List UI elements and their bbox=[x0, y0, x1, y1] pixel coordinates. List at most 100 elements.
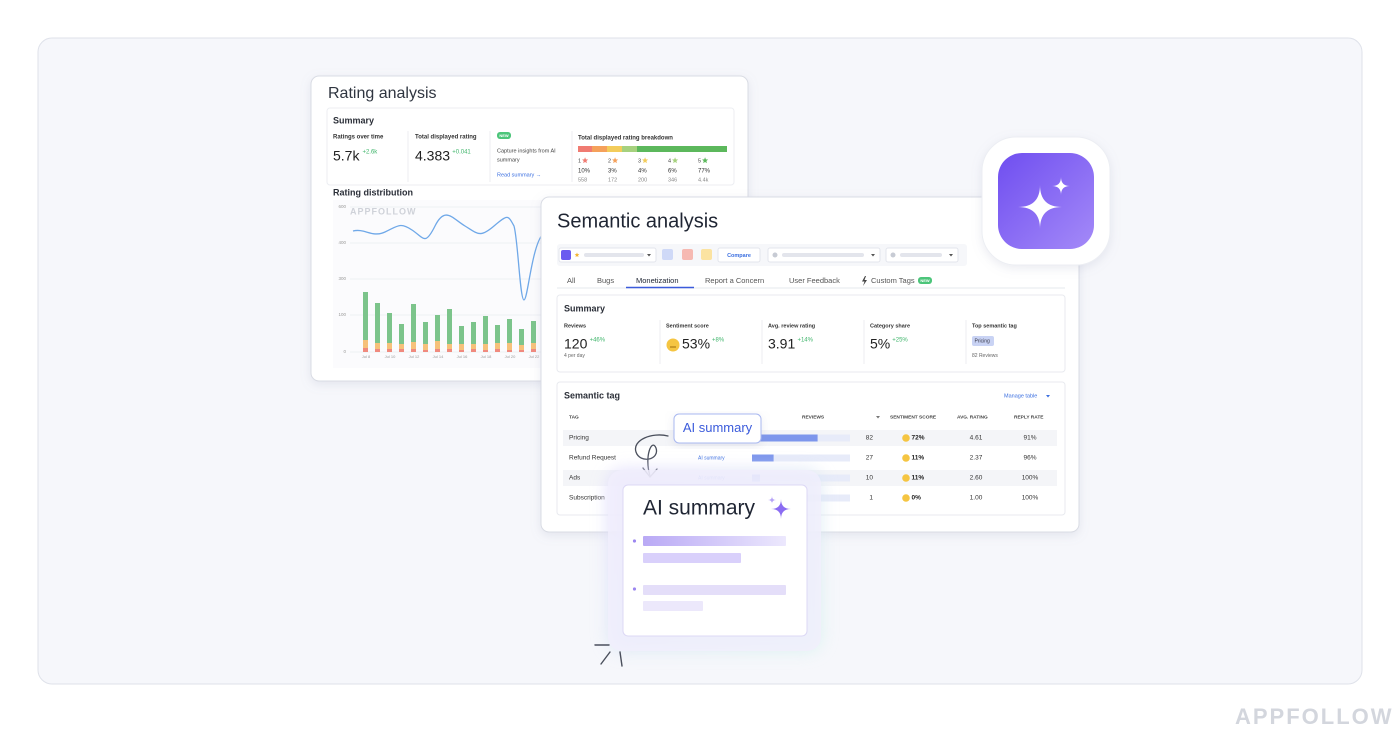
badge-text: NEW bbox=[499, 133, 509, 138]
star-icon bbox=[574, 252, 580, 258]
sentiment-score: 0% bbox=[912, 495, 922, 502]
sparkle-icon bbox=[768, 496, 776, 504]
section-title: Summary bbox=[564, 303, 605, 313]
tab[interactable]: Custom Tags bbox=[871, 276, 915, 285]
tab[interactable]: User Feedback bbox=[789, 276, 840, 285]
star-number: 4 bbox=[668, 158, 671, 164]
distribution-bar bbox=[447, 349, 452, 352]
star-number: 5 bbox=[698, 158, 701, 164]
reviews-track bbox=[752, 454, 850, 462]
dropdown-icon bbox=[772, 252, 778, 258]
distribution-bar bbox=[495, 325, 500, 343]
emoji-face bbox=[902, 474, 910, 482]
distribution-bar bbox=[507, 319, 512, 343]
breakdown-segment bbox=[592, 146, 607, 152]
breakdown-segment bbox=[622, 146, 637, 152]
distribution-bar bbox=[387, 349, 392, 352]
summary-box bbox=[556, 294, 1066, 373]
distribution-bar bbox=[519, 350, 524, 352]
distribution-bar bbox=[435, 349, 440, 352]
sentiment-score: 72% bbox=[912, 435, 925, 442]
metric-label: Ratings over time bbox=[333, 135, 384, 141]
caret bbox=[949, 254, 953, 257]
bullet bbox=[632, 539, 637, 543]
compare-button[interactable] bbox=[717, 247, 761, 263]
color-chip[interactable] bbox=[662, 249, 673, 260]
distribution-bar bbox=[387, 313, 392, 343]
promo-text: Capture insights from AI bbox=[497, 148, 556, 154]
metric-label: Reviews bbox=[564, 323, 586, 329]
section-title: Summary bbox=[333, 115, 374, 125]
tab[interactable]: Report a Concern bbox=[705, 276, 764, 285]
tag-name: Ads bbox=[569, 475, 581, 482]
x-tick-label: Jul 20 bbox=[505, 354, 516, 359]
distribution-bar bbox=[447, 344, 452, 349]
color-chip[interactable] bbox=[682, 249, 693, 260]
star-number: 3 bbox=[638, 158, 641, 164]
metric-change: +46% bbox=[590, 338, 606, 344]
star-icon bbox=[582, 157, 589, 164]
tab[interactable]: All bbox=[567, 276, 576, 285]
distribution-bar bbox=[483, 344, 488, 350]
tab[interactable]: Bugs bbox=[597, 276, 614, 285]
distribution-bar bbox=[447, 309, 452, 344]
distribution-bar bbox=[411, 349, 416, 352]
breakdown-segment bbox=[607, 146, 622, 152]
metric-label: Top semantic tag bbox=[972, 323, 1017, 329]
metric-value: 3.91 bbox=[768, 336, 795, 352]
distribution-bar bbox=[423, 322, 428, 344]
icon-sparkle bbox=[1052, 177, 1070, 195]
star-icon bbox=[642, 157, 649, 164]
distribution-bar bbox=[459, 344, 464, 350]
metric-value: 4.383 bbox=[415, 148, 450, 164]
distribution-bar bbox=[423, 350, 428, 352]
metric-value: 120 bbox=[564, 336, 588, 352]
x-tick-label: Jul 18 bbox=[481, 354, 492, 359]
emoji-face bbox=[902, 494, 910, 502]
distribution-bar bbox=[531, 343, 536, 349]
spark-stroke bbox=[619, 651, 623, 667]
sentiment-score: 11% bbox=[912, 475, 925, 482]
dropdown-icon bbox=[890, 252, 896, 258]
color-chip[interactable] bbox=[701, 249, 712, 260]
distribution-bar bbox=[459, 350, 464, 352]
sentiment-score: 11% bbox=[912, 455, 925, 462]
sort-icon bbox=[876, 416, 880, 419]
distribution-bar bbox=[399, 349, 404, 352]
callout-box bbox=[673, 413, 762, 444]
column-header: AVG. RATING bbox=[957, 414, 988, 420]
metric-change: +8% bbox=[712, 338, 725, 344]
distribution-bar bbox=[483, 316, 488, 344]
star-percent: 6% bbox=[668, 169, 677, 175]
star-count: 172 bbox=[608, 177, 617, 183]
distribution-bar bbox=[471, 344, 476, 349]
star-percent: 77% bbox=[698, 169, 711, 175]
distribution-bar bbox=[435, 315, 440, 341]
manage-link[interactable]: Manage table bbox=[1004, 393, 1037, 399]
distribution-bar bbox=[387, 343, 392, 349]
star-count: 346 bbox=[668, 177, 677, 183]
avg-rating: 4.61 bbox=[970, 435, 983, 442]
distribution-bar bbox=[495, 343, 500, 349]
distribution-bar bbox=[375, 349, 380, 352]
tag-name: Subscription bbox=[569, 495, 605, 502]
sparkle-icon bbox=[771, 499, 791, 519]
distribution-bar bbox=[495, 349, 500, 352]
promo-text: summary bbox=[497, 157, 520, 163]
x-tick-label: Jul 16 bbox=[457, 354, 468, 359]
card-title: Semantic analysis bbox=[557, 210, 718, 232]
app-icon-tile bbox=[998, 153, 1094, 249]
caret bbox=[647, 254, 651, 257]
column-header: SENTIMENT SCORE bbox=[890, 414, 937, 420]
ai-summary-link[interactable]: AI summary bbox=[698, 455, 725, 461]
summary-box bbox=[326, 107, 735, 186]
promo-link[interactable]: Read summary → bbox=[497, 172, 541, 178]
y-tick-label: 0 bbox=[343, 349, 346, 354]
distribution-bar bbox=[363, 348, 368, 352]
y-tick-label: 300 bbox=[338, 276, 346, 281]
placeholder bbox=[900, 253, 942, 257]
compare-label: Compare bbox=[727, 253, 751, 259]
distribution-bar bbox=[519, 329, 524, 345]
metric-change: +25% bbox=[892, 338, 908, 344]
tab[interactable]: Monetization bbox=[636, 276, 679, 285]
